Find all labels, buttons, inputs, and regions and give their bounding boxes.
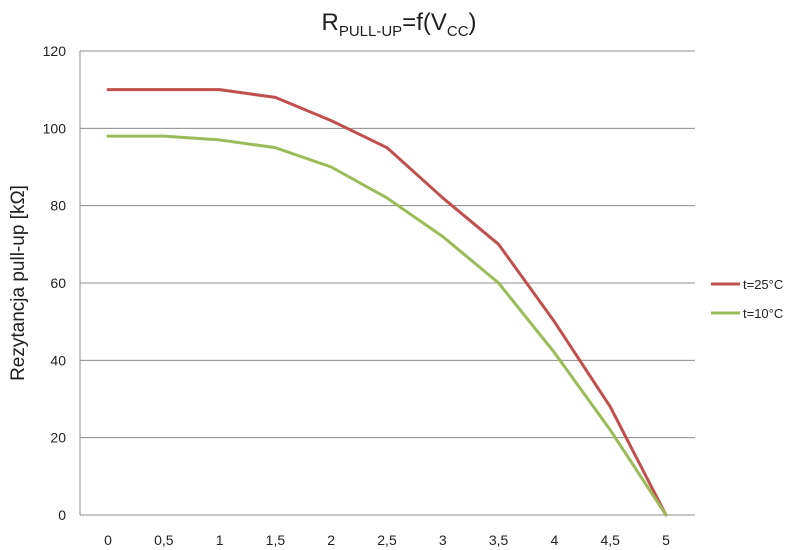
x-tick-label: 3 [439,532,447,548]
legend-label: t=10°C [743,306,783,321]
x-tick-label: 2,5 [377,532,397,548]
x-tick-label: 5 [662,532,670,548]
title-r: R [321,9,338,36]
gridlines [80,50,695,439]
x-tick-label: 4 [551,532,559,548]
y-axis-label: Rezytancja pull-up [kΩ] [8,185,29,381]
y-tick-label: 40 [50,352,66,368]
y-tick-label: 80 [50,198,66,214]
x-tick-label: 3,5 [489,532,509,548]
x-tick-label: 1,5 [266,532,286,548]
title-r-subscript: PULL-UP [339,23,402,40]
title-function: =f(V [402,9,447,36]
chart-title: RPULL-UP=f(VCC) [321,9,476,40]
x-tick-label: 0,5 [154,532,174,548]
svg-text:RPULL-UP=f(VCC): RPULL-UP=f(VCC) [321,9,476,40]
legend-label: t=25°C [743,277,783,292]
y-tick-label: 100 [43,120,67,136]
series-line-2 [106,134,668,517]
y-tick-labels: 0 20 40 60 80 100 120 [43,43,67,523]
y-tick-label: 20 [50,430,66,446]
x-tick-labels: 0 0,5 1 1,5 2 2,5 3 3,5 4 4,5 5 [104,532,670,548]
title-close-paren: ) [469,9,477,36]
y-tick-label: 120 [43,43,67,59]
y-tick-label: 0 [58,507,66,523]
series-lines [106,88,668,517]
title-v-subscript: CC [447,23,469,40]
x-tick-label: 0 [104,532,112,548]
x-tick-label: 1 [216,532,224,548]
series-line-1 [106,88,668,517]
axes [79,51,695,516]
x-tick-label: 2 [327,532,335,548]
x-tick-label: 4,5 [600,532,620,548]
legend: t=25°C t=10°C [711,277,783,321]
y-tick-label: 60 [50,275,66,291]
